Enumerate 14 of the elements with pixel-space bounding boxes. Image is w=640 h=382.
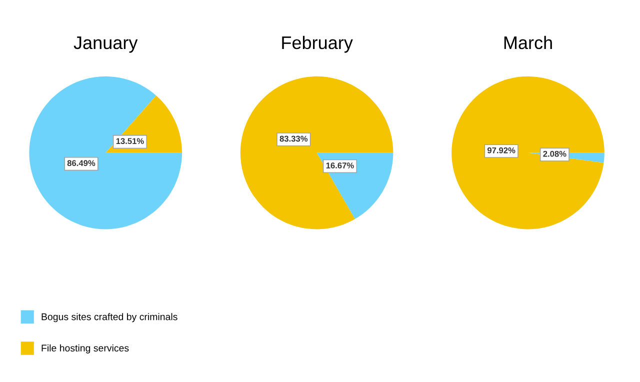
data-label: 13.51% [116, 138, 144, 144]
data-label: 16.67% [326, 162, 354, 168]
pie-slice [240, 76, 394, 230]
data-label: 97.92% [487, 147, 516, 154]
chart-title: January [74, 36, 138, 53]
pie-slice [452, 76, 604, 230]
chart-title: February [282, 36, 353, 53]
legend-label: Bogus sites crafted by criminals [42, 313, 178, 322]
pie-slice [29, 76, 182, 230]
data-label: 83.33% [280, 136, 308, 142]
data-label: 86.49% [67, 160, 96, 166]
legend-label: File hosting services [42, 344, 129, 354]
chart-title: March [504, 36, 552, 50]
data-label: 2.08% [543, 150, 566, 157]
